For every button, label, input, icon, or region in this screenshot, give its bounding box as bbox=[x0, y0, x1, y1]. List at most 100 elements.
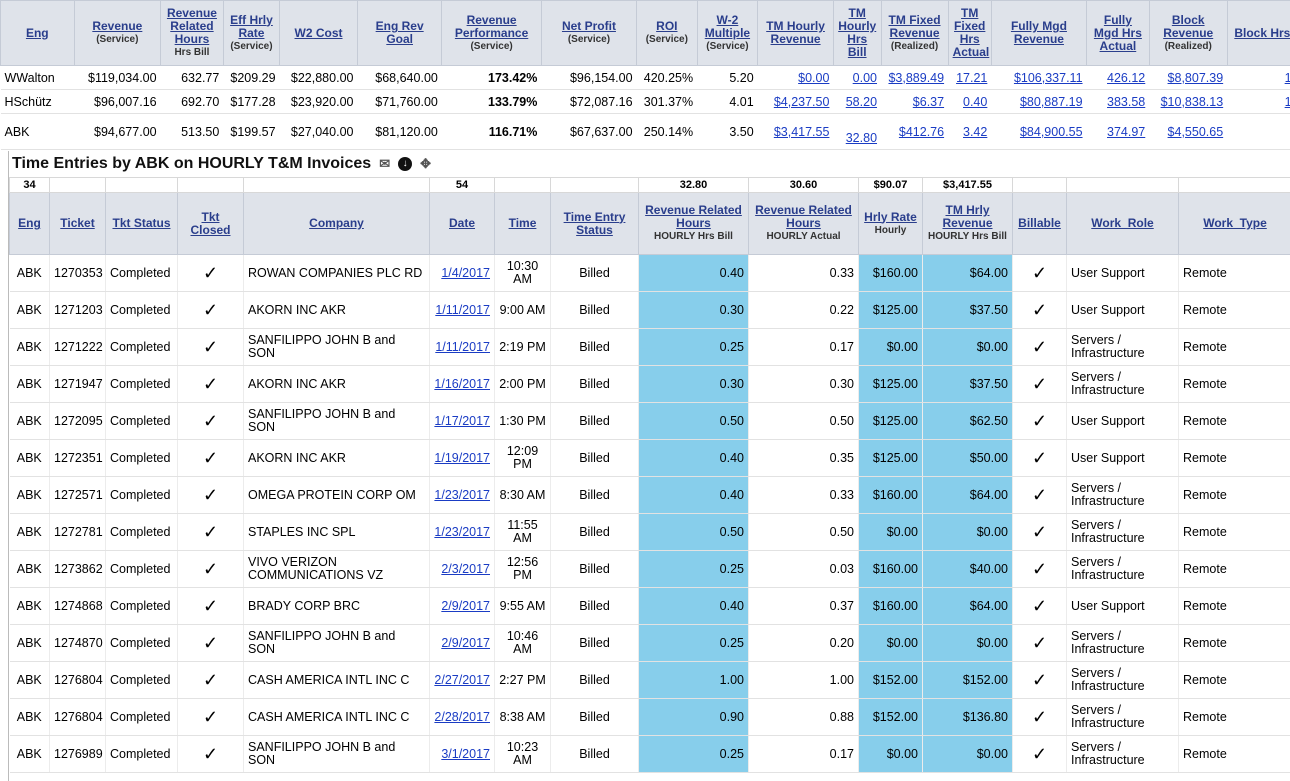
date-cell[interactable]: 1/23/2017 bbox=[429, 513, 495, 551]
date-link[interactable]: 1/11/2017 bbox=[435, 302, 490, 317]
date-link[interactable]: 2/27/2017 bbox=[434, 672, 490, 687]
summary-link[interactable]: $4,237.50 bbox=[773, 94, 830, 109]
summary-cell[interactable]: 3.42 bbox=[948, 113, 992, 150]
summary-link[interactable]: 374.97 bbox=[1107, 124, 1146, 139]
date-cell[interactable]: 1/4/2017 bbox=[429, 254, 495, 292]
summary-cell[interactable]: $6.37 bbox=[881, 89, 949, 114]
table-row[interactable]: ABK 1276989 Completed ✓ SANFILIPPO JOHN B an… bbox=[9, 735, 1290, 773]
column-header-7[interactable]: Time Entry Status bbox=[550, 192, 639, 255]
column-header-9[interactable]: Revenue Related Hours HOURLY Actual bbox=[748, 192, 859, 255]
summary-link[interactable]: 17.21 bbox=[956, 70, 988, 85]
summary-header-17[interactable]: Block Hrs B bbox=[1226, 0, 1290, 66]
summary-cell[interactable]: 374.97 bbox=[1086, 113, 1150, 150]
date-cell[interactable]: 2/3/2017 bbox=[429, 550, 495, 588]
date-cell[interactable]: 2/28/2017 bbox=[429, 698, 495, 736]
column-header-4[interactable]: Company bbox=[243, 192, 430, 255]
summary-cell[interactable]: 143 bbox=[1227, 89, 1290, 114]
summary-link[interactable]: 143 bbox=[1284, 94, 1290, 109]
summary-cell[interactable]: 32.80 bbox=[833, 113, 882, 150]
summary-cell[interactable]: $412.76 bbox=[881, 113, 949, 150]
table-row[interactable]: ABK 1274868 Completed ✓ BRADY CORP BRC 2/9/20… bbox=[9, 587, 1290, 625]
summary-link[interactable]: $6.37 bbox=[912, 94, 945, 109]
date-link[interactable]: 1/23/2017 bbox=[434, 524, 490, 539]
summary-cell[interactable]: $84,900.55 bbox=[991, 113, 1087, 150]
summary-header-10[interactable]: TM Hourly Revenue bbox=[757, 0, 834, 66]
summary-cell[interactable]: 60 bbox=[1227, 113, 1290, 150]
summary-cell[interactable]: $10,838.13 bbox=[1149, 89, 1228, 114]
summary-header-15[interactable]: Fully Mgd Hrs Actual bbox=[1086, 0, 1150, 66]
date-link[interactable]: 1/16/2017 bbox=[434, 376, 490, 391]
column-header-10[interactable]: Hrly Rate Hourly bbox=[858, 192, 923, 255]
summary-cell[interactable]: $106,337.11 bbox=[991, 65, 1087, 90]
email-icon[interactable]: ✉ bbox=[379, 156, 391, 171]
table-row[interactable]: ABK 1276804 Completed ✓ CASH AMERICA INTL IN… bbox=[9, 698, 1290, 736]
date-link[interactable]: 2/3/2017 bbox=[441, 561, 490, 576]
date-cell[interactable]: 2/27/2017 bbox=[429, 661, 495, 699]
date-cell[interactable]: 3/1/2017 bbox=[429, 735, 495, 773]
date-cell[interactable]: 1/23/2017 bbox=[429, 476, 495, 514]
table-row[interactable]: ABK 1272095 Completed ✓ SANFILIPPO JOHN B an… bbox=[9, 402, 1290, 440]
date-cell[interactable]: 2/9/2017 bbox=[429, 587, 495, 625]
download-icon[interactable]: ↓ bbox=[398, 157, 413, 171]
summary-link[interactable]: $0.00 bbox=[798, 70, 830, 85]
summary-header-13[interactable]: TM Fixed Hrs Actual bbox=[947, 0, 992, 66]
summary-header-11[interactable]: TM Hourly Hrs Bill bbox=[832, 0, 882, 66]
summary-link[interactable]: 0.00 bbox=[852, 70, 878, 85]
move-icon[interactable]: ✥ bbox=[420, 156, 431, 171]
date-link[interactable]: 2/9/2017 bbox=[441, 598, 490, 613]
summary-header-0[interactable]: Eng bbox=[0, 0, 75, 66]
summary-link[interactable]: $10,838.13 bbox=[1160, 94, 1224, 109]
summary-row[interactable]: HSchütz $96,007.16 692.70 $177.28 $23,920.00… bbox=[0, 89, 1290, 114]
date-link[interactable]: 1/23/2017 bbox=[434, 487, 490, 502]
date-cell[interactable]: 1/11/2017 bbox=[429, 291, 495, 329]
date-link[interactable]: 1/11/2017 bbox=[435, 339, 490, 354]
summary-header-4[interactable]: W2 Cost bbox=[279, 0, 358, 66]
date-link[interactable]: 2/28/2017 bbox=[434, 709, 490, 724]
table-row[interactable]: ABK 1271203 Completed ✓ AKORN INC AKR 1/11/20… bbox=[9, 291, 1290, 329]
column-header-3[interactable]: Tkt Closed bbox=[177, 192, 244, 255]
column-header-1[interactable]: Ticket bbox=[49, 192, 106, 255]
date-link[interactable]: 3/1/2017 bbox=[441, 746, 490, 761]
table-row[interactable]: ABK 1270353 Completed ✓ ROWAN COMPANIES PLC … bbox=[9, 254, 1290, 292]
summary-header-9[interactable]: W-2 Multiple (Service) bbox=[696, 0, 759, 66]
summary-link[interactable]: 426.12 bbox=[1107, 70, 1146, 85]
summary-cell[interactable]: 58.20 bbox=[833, 89, 882, 114]
table-row[interactable]: ABK 1273862 Completed ✓ VIVO VERIZON COMMUNI… bbox=[9, 550, 1290, 588]
summary-link[interactable]: $80,887.19 bbox=[1019, 94, 1083, 109]
summary-cell[interactable]: 426.12 bbox=[1086, 65, 1150, 90]
table-row[interactable]: ABK 1272781 Completed ✓ STAPLES INC SPL 1/23/… bbox=[9, 513, 1290, 551]
column-header-12[interactable]: Billable bbox=[1012, 192, 1067, 255]
summary-cell[interactable]: $3,889.49 bbox=[881, 65, 949, 90]
summary-row[interactable]: ABK $94,677.00 513.50 $199.57 $27,040.00 $81,… bbox=[0, 113, 1290, 150]
table-row[interactable]: ABK 1272351 Completed ✓ AKORN INC AKR 1/19/20… bbox=[9, 439, 1290, 477]
summary-cell[interactable]: 0.40 bbox=[948, 89, 992, 114]
date-cell[interactable]: 1/16/2017 bbox=[429, 365, 495, 403]
summary-cell[interactable]: $3,417.55 bbox=[757, 113, 834, 150]
summary-header-5[interactable]: Eng Rev Goal bbox=[356, 0, 443, 66]
summary-header-2[interactable]: Revenue Related Hours Hrs Bill bbox=[160, 0, 224, 66]
summary-header-1[interactable]: Revenue (Service) bbox=[73, 0, 162, 66]
summary-cell[interactable]: $0.00 bbox=[757, 65, 834, 90]
summary-link[interactable]: $84,900.55 bbox=[1019, 124, 1083, 139]
summary-link[interactable]: $106,337.11 bbox=[1013, 70, 1083, 85]
table-row[interactable]: ABK 1272571 Completed ✓ OMEGA PROTEIN CORP O… bbox=[9, 476, 1290, 514]
column-header-0[interactable]: Eng bbox=[9, 192, 50, 255]
table-row[interactable]: ABK 1271947 Completed ✓ AKORN INC AKR 1/16/20… bbox=[9, 365, 1290, 403]
summary-header-7[interactable]: Net Profit (Service) bbox=[540, 0, 638, 66]
summary-header-12[interactable]: TM Fixed Revenue (Realized) bbox=[880, 0, 949, 66]
table-row[interactable]: ABK 1274870 Completed ✓ SANFILIPPO JOHN B an… bbox=[9, 624, 1290, 662]
summary-link[interactable]: $3,889.49 bbox=[888, 70, 945, 85]
date-link[interactable]: 1/4/2017 bbox=[441, 265, 490, 280]
summary-row[interactable]: WWalton $119,034.00 632.77 $209.29 $22,880.0… bbox=[0, 65, 1290, 90]
column-header-8[interactable]: Revenue Related Hours HOURLY Hrs Bill bbox=[638, 192, 749, 255]
column-header-13[interactable]: Work_Role bbox=[1066, 192, 1179, 255]
summary-link[interactable]: $412.76 bbox=[898, 124, 945, 139]
summary-cell[interactable]: 17.21 bbox=[948, 65, 992, 90]
summary-header-16[interactable]: Block Revenue (Realized) bbox=[1148, 0, 1228, 66]
summary-cell[interactable]: 383.58 bbox=[1086, 89, 1150, 114]
column-header-14[interactable]: Work_Type bbox=[1178, 192, 1290, 255]
summary-link[interactable]: 383.58 bbox=[1107, 94, 1146, 109]
summary-cell[interactable]: 0.00 bbox=[833, 65, 882, 90]
summary-link[interactable]: 131 bbox=[1284, 70, 1290, 85]
summary-header-3[interactable]: Eff Hrly Rate (Service) bbox=[222, 0, 281, 66]
